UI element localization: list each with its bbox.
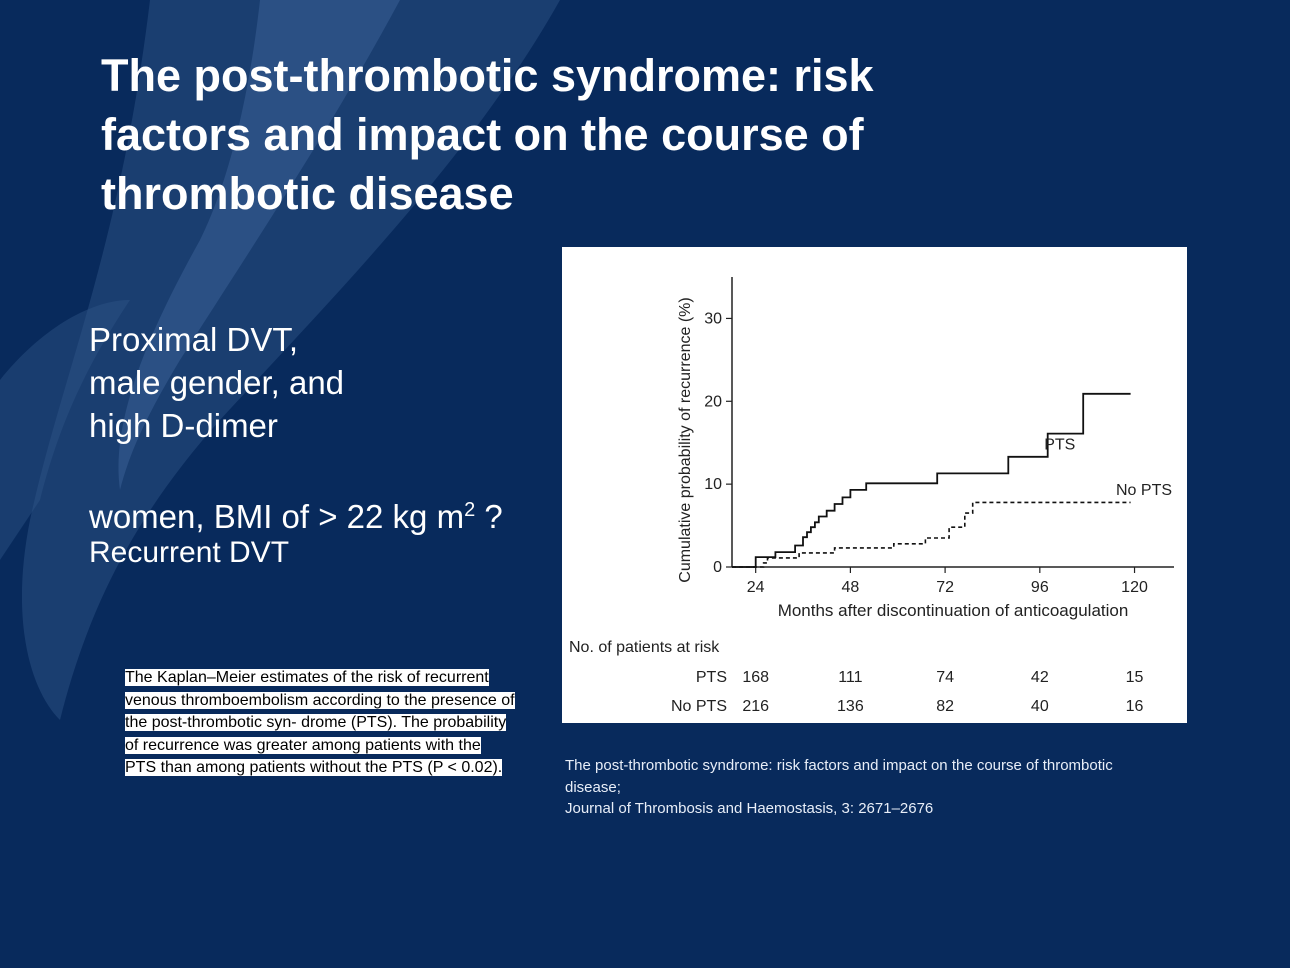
women-bmi-text: women, BMI of > 22 kg m2 ? (89, 490, 503, 537)
source-line-1: The post-thrombotic syndrome: risk facto… (565, 757, 1113, 774)
at-risk-value: 82 (936, 698, 954, 715)
x-axis-label: Months after discontinuation of anticoag… (778, 601, 1129, 620)
y-tick-label: 30 (704, 310, 722, 327)
at-risk-row-label: No PTS (671, 698, 727, 715)
risk-factor-line: high D-dimer (89, 407, 278, 444)
series-label-pts: PTS (1044, 436, 1075, 453)
series-line-pts (732, 392, 1131, 568)
x-tick-label: 24 (747, 579, 765, 596)
risk-factors-list: Proximal DVT, male gender, and high D-di… (89, 318, 344, 447)
y-tick-label: 20 (704, 393, 722, 410)
source-citation: The post-thrombotic syndrome: risk facto… (565, 755, 1205, 820)
women-bmi-suffix: ? (475, 498, 503, 535)
at-risk-value: 40 (1031, 698, 1049, 715)
at-risk-value: 111 (838, 669, 862, 686)
at-risk-value: 15 (1126, 669, 1144, 686)
slide-title: The post-thrombotic syndrome: risk facto… (101, 50, 874, 219)
series-line-no-pts (732, 501, 1131, 568)
y-tick-label: 0 (713, 559, 722, 576)
source-line-2: disease; (565, 778, 621, 796)
risk-factor-line: male gender, and (89, 364, 345, 401)
women-bmi-superscript: 2 (464, 499, 476, 521)
y-tick-label: 10 (704, 476, 722, 493)
at-risk-value: 168 (742, 669, 769, 686)
recurrent-dvt-text: Recurrent DVT (89, 536, 290, 569)
figure-caption: The Kaplan–Meier estimates of the risk o… (125, 667, 515, 780)
y-axis-label: Cumulative probability of recurrence (%) (677, 297, 694, 582)
series-label-no-pts: No PTS (1116, 482, 1172, 499)
at-risk-value: 74 (936, 669, 954, 686)
at-risk-header: No. of patients at risk (569, 639, 720, 656)
x-tick-label: 96 (1031, 579, 1049, 596)
km-chart: 0 10 20 30 24 48 72 96 120 Months after discontin… (569, 277, 1174, 715)
km-chart-panel: 0 10 20 30 24 48 72 96 120 Months after discontin… (562, 247, 1187, 723)
at-risk-row-label: PTS (696, 669, 727, 686)
source-line-3: Journal of Thrombosis and Haemostasis, 3… (565, 800, 934, 817)
at-risk-value: 16 (1126, 698, 1144, 715)
x-tick-label: 72 (936, 579, 954, 596)
x-tick-label: 48 (841, 579, 859, 596)
x-tick-label: 120 (1121, 579, 1148, 596)
women-bmi-main: women, BMI of > 22 kg m (89, 498, 465, 535)
figure-caption-text: The Kaplan–Meier estimates of the risk o… (125, 669, 515, 776)
risk-factor-line: Proximal DVT, (89, 321, 299, 358)
at-risk-value: 216 (742, 698, 769, 715)
at-risk-value: 136 (837, 698, 864, 715)
at-risk-value: 42 (1031, 669, 1049, 686)
